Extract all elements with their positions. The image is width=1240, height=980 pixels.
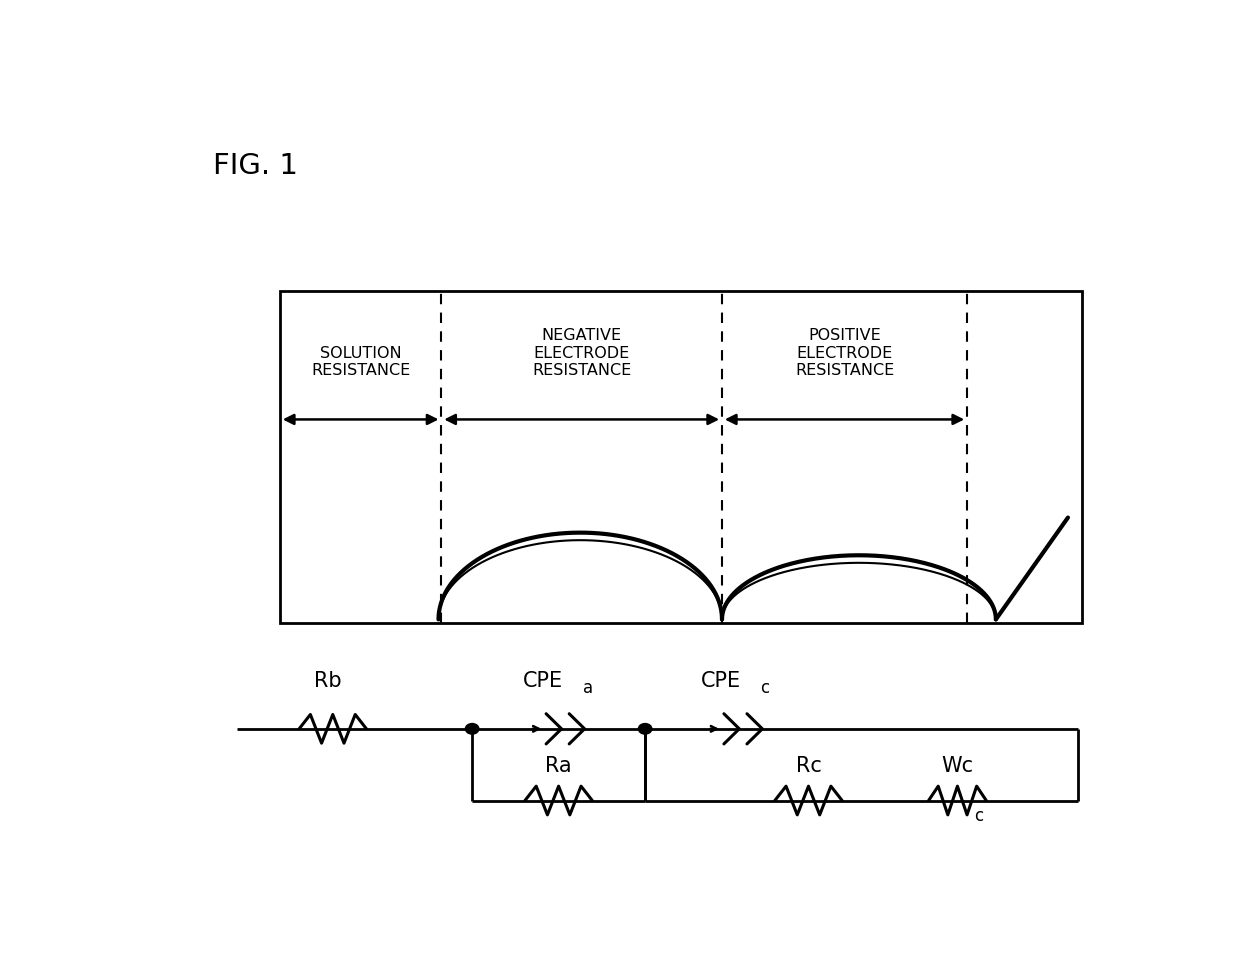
Text: Rc: Rc [796,757,821,776]
Bar [280,291,1083,623]
Text: Ra: Ra [546,757,572,776]
Circle shape [465,723,479,734]
Text: FIG. 1: FIG. 1 [213,152,298,179]
Circle shape [639,723,652,734]
Text: a: a [583,679,593,697]
Text: c: c [973,807,983,824]
Text: CPE: CPE [523,671,563,691]
Text: CPE: CPE [701,671,742,691]
Text: NEGATIVE
ELECTRODE
RESISTANCE: NEGATIVE ELECTRODE RESISTANCE [532,328,631,378]
Text: c: c [760,679,770,697]
Text: Rb: Rb [314,671,342,691]
Text: POSITIVE
ELECTRODE
RESISTANCE: POSITIVE ELECTRODE RESISTANCE [795,328,894,378]
Text: SOLUTION
RESISTANCE: SOLUTION RESISTANCE [311,346,410,378]
Text: Wc: Wc [941,757,973,776]
